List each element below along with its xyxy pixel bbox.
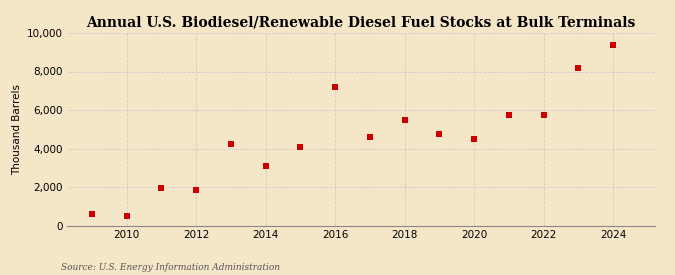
Point	[468, 137, 479, 141]
Point	[260, 164, 271, 168]
Text: Source: U.S. Energy Information Administration: Source: U.S. Energy Information Administ…	[61, 263, 279, 272]
Y-axis label: Thousand Barrels: Thousand Barrels	[12, 84, 22, 175]
Point	[86, 212, 97, 216]
Point	[190, 188, 201, 192]
Point	[364, 135, 375, 139]
Point	[573, 65, 584, 70]
Point	[608, 42, 618, 47]
Title: Annual U.S. Biodiesel/Renewable Diesel Fuel Stocks at Bulk Terminals: Annual U.S. Biodiesel/Renewable Diesel F…	[86, 15, 636, 29]
Point	[538, 113, 549, 117]
Point	[434, 132, 445, 136]
Point	[295, 144, 306, 149]
Point	[156, 186, 167, 190]
Point	[122, 214, 132, 218]
Point	[225, 141, 236, 146]
Point	[329, 85, 340, 89]
Point	[504, 113, 514, 117]
Point	[399, 117, 410, 122]
